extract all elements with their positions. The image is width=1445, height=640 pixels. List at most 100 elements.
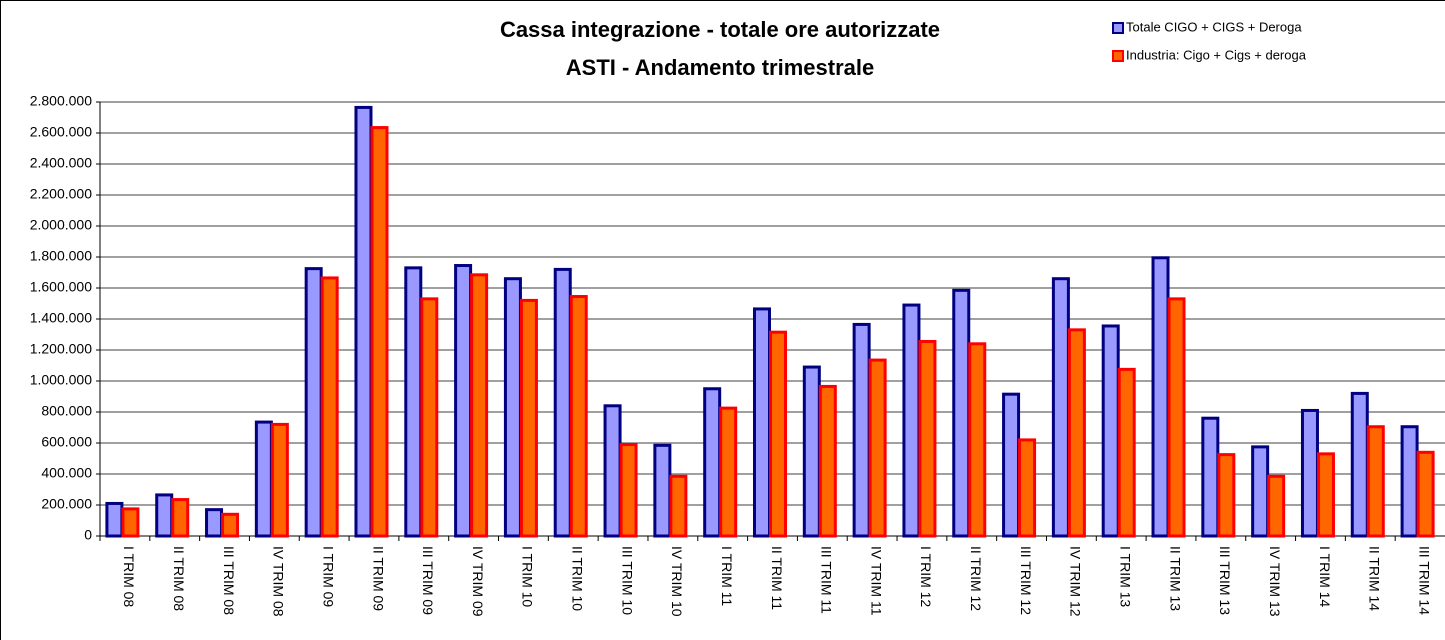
- bar: [1002, 392, 1021, 538]
- x-tick-label: IV TRIM 12: [1068, 546, 1084, 617]
- x-tick-label: II TRIM 14: [1367, 546, 1383, 611]
- legend-label: Industria: Cigo + Cigs + deroga: [1126, 47, 1307, 62]
- y-tick-label: 0: [84, 527, 92, 543]
- bar: [619, 443, 638, 538]
- y-tick-label: 1.800.000: [30, 248, 92, 264]
- bar: [902, 303, 921, 538]
- bar: [868, 358, 887, 538]
- bar: [270, 422, 289, 538]
- bar: [918, 339, 937, 538]
- bar: [155, 493, 174, 538]
- bar: [1316, 452, 1335, 538]
- x-tick-label: IV TRIM 08: [271, 546, 287, 617]
- y-tick-label: 2.600.000: [30, 124, 92, 140]
- bar: [818, 384, 837, 538]
- bar: [171, 498, 190, 538]
- x-tick-label: II TRIM 08: [171, 546, 187, 611]
- bar: [1350, 391, 1369, 538]
- y-tick-label: 1.600.000: [30, 279, 92, 295]
- y-tick-label: 1.000.000: [30, 372, 92, 388]
- bar: [968, 342, 987, 538]
- bar: [1201, 416, 1220, 538]
- bar: [221, 512, 240, 538]
- bar: [1151, 256, 1170, 538]
- bar: [669, 474, 688, 538]
- x-tick-label: I TRIM 13: [1118, 546, 1134, 607]
- bar: [753, 307, 771, 538]
- bar: [254, 420, 273, 538]
- bar: [1251, 445, 1270, 538]
- bar: [952, 288, 971, 538]
- x-tick-label: IV TRIM 13: [1267, 546, 1283, 617]
- x-tick-label: I TRIM 11: [719, 546, 735, 606]
- bar: [852, 322, 871, 538]
- bar: [519, 298, 538, 538]
- bar: [470, 273, 489, 538]
- y-tick-label: 400.000: [41, 465, 92, 481]
- bar: [802, 365, 821, 538]
- bar: [354, 105, 373, 538]
- bar: [320, 276, 339, 538]
- x-tick-label: II TRIM 09: [370, 546, 386, 611]
- y-tick-label: 2.800.000: [30, 93, 92, 109]
- x-tick-label: IV TRIM 10: [669, 546, 685, 617]
- x-tick-label: III TRIM 08: [221, 546, 237, 615]
- bar: [1018, 438, 1037, 538]
- bar: [603, 404, 622, 538]
- y-tick-label: 600.000: [41, 434, 92, 450]
- x-tick-label: IV TRIM 09: [470, 546, 486, 617]
- y-tick-label: 200.000: [41, 496, 92, 512]
- y-tick-label: 800.000: [41, 403, 92, 419]
- y-tick-label: 2.000.000: [30, 217, 92, 233]
- y-tick-label: 1.400.000: [30, 310, 92, 326]
- x-tick-label: III TRIM 13: [1217, 546, 1233, 615]
- x-tick-label: I TRIM 14: [1317, 546, 1333, 607]
- bar: [769, 330, 787, 538]
- x-tick-label: III TRIM 10: [619, 546, 635, 615]
- bar: [1366, 425, 1385, 538]
- bar: [205, 508, 224, 538]
- bar: [304, 267, 323, 538]
- y-tick-label: 2.400.000: [30, 155, 92, 171]
- x-tick-label: II TRIM 11: [769, 546, 785, 610]
- bar: [553, 267, 572, 538]
- x-tick-label: III TRIM 12: [1018, 546, 1034, 615]
- bar: [1101, 324, 1120, 538]
- legend-swatch: [1112, 22, 1124, 34]
- x-tick-label: II TRIM 10: [570, 546, 586, 611]
- bar: [420, 297, 439, 538]
- x-tick-label: III TRIM 14: [1416, 546, 1432, 615]
- y-tick-label: 1.200.000: [30, 341, 92, 357]
- chart-subtitle: ASTI - Andamento trimestrale: [566, 55, 874, 80]
- bar: [1167, 297, 1186, 538]
- bar: [1067, 328, 1086, 538]
- bar: [703, 387, 722, 538]
- bar: [1117, 367, 1136, 538]
- x-tick-label: III TRIM 09: [420, 546, 436, 615]
- x-tick-label: III TRIM 11: [819, 546, 835, 614]
- x-tick-label: II TRIM 12: [968, 546, 984, 611]
- x-tick-label: IV TRIM 11: [868, 546, 884, 616]
- legend-label: Totale CIGO + CIGS + Deroga: [1126, 19, 1302, 34]
- legend-swatch: [1112, 50, 1124, 62]
- bar: [1217, 453, 1236, 538]
- bar: [653, 443, 672, 538]
- x-tick-label: II TRIM 13: [1167, 546, 1183, 611]
- bar: [1051, 277, 1070, 538]
- x-tick-label: I TRIM 12: [918, 546, 934, 607]
- bar: [404, 266, 423, 538]
- chart-title: Cassa integrazione - totale ore autorizz…: [500, 17, 940, 42]
- bar: [569, 295, 588, 538]
- bar: [105, 501, 124, 538]
- bar: [1400, 425, 1419, 538]
- x-tick-label: I TRIM 09: [320, 546, 336, 607]
- bar: [1416, 450, 1435, 538]
- bar: [370, 126, 389, 538]
- y-tick-label: 2.200.000: [30, 186, 92, 202]
- x-tick-label: I TRIM 10: [520, 546, 536, 607]
- bar: [454, 264, 473, 538]
- bar: [503, 277, 522, 538]
- bar: [1300, 408, 1319, 538]
